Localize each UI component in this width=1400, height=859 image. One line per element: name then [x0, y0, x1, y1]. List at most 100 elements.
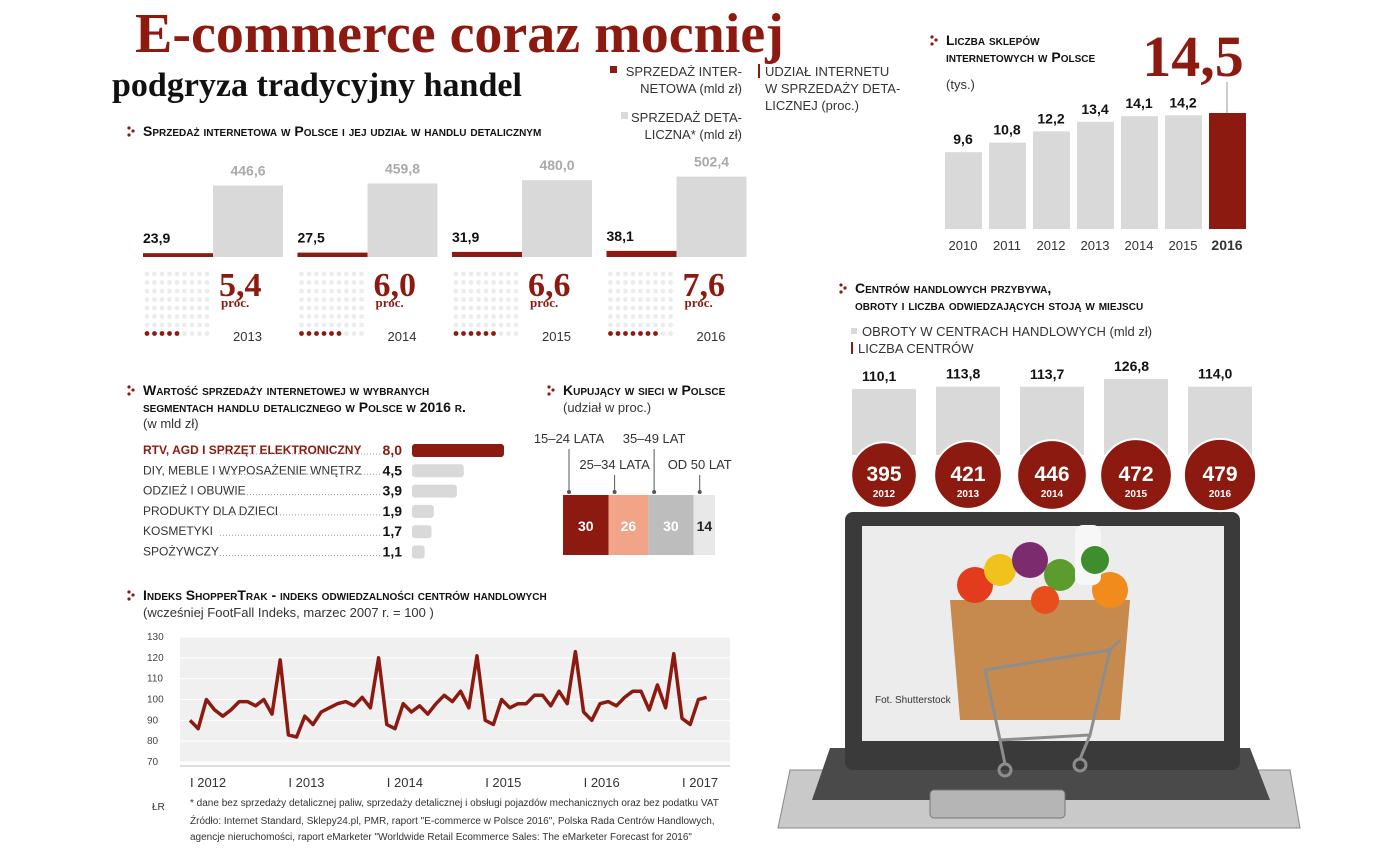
value-label: 126,8 — [1114, 358, 1149, 374]
dot — [182, 280, 187, 285]
dot — [321, 280, 327, 285]
dot — [615, 271, 621, 277]
dot — [453, 305, 459, 311]
dot — [476, 322, 481, 328]
bar — [1209, 113, 1246, 229]
dot — [498, 271, 504, 277]
year-label: 2014 — [1041, 489, 1064, 500]
dot — [174, 322, 180, 328]
dot — [461, 314, 466, 319]
dot — [306, 288, 312, 294]
dot — [468, 271, 474, 277]
section-marker — [127, 597, 131, 601]
dot — [623, 314, 628, 319]
dot — [174, 314, 180, 319]
bar — [412, 525, 432, 539]
bar — [452, 251, 522, 257]
bar — [412, 484, 457, 498]
laptop-illustration — [777, 512, 1301, 829]
section-title: Liczba sklepów internetowych w Polsce — [946, 32, 1095, 65]
bar — [367, 183, 438, 257]
dot — [608, 271, 613, 277]
dot — [336, 314, 342, 319]
line — [188, 649, 708, 739]
dot — [638, 305, 643, 311]
section-title: Wartość sprzedaży internetowej w wybrany… — [143, 382, 466, 415]
section-marker — [839, 290, 843, 294]
dot — [351, 280, 357, 285]
bar — [989, 142, 1026, 229]
dot — [630, 280, 636, 285]
dot — [189, 297, 195, 302]
dot — [513, 280, 519, 285]
dot — [197, 322, 202, 328]
dot — [299, 280, 304, 285]
legend-swatch — [621, 112, 628, 119]
dot — [321, 271, 327, 277]
dot — [645, 314, 651, 319]
dot — [152, 331, 157, 336]
dot — [167, 280, 172, 285]
dot — [513, 305, 519, 311]
bubble — [1016, 439, 1088, 511]
dot — [336, 297, 342, 302]
value-label: 31,9 — [452, 229, 479, 245]
dot — [344, 297, 349, 302]
dot — [483, 314, 489, 319]
dot — [498, 288, 504, 294]
section-marker — [930, 42, 934, 46]
dot — [351, 297, 357, 302]
dot — [506, 297, 511, 302]
section-title: Centrów handlowych przybywa, obroty i lic… — [855, 280, 1143, 313]
dot — [204, 331, 210, 336]
year-label: 2015 — [1125, 489, 1148, 500]
dot — [359, 305, 364, 311]
dot — [189, 280, 195, 285]
x-tick-label: 2010 — [949, 238, 978, 253]
dot — [513, 314, 519, 319]
dot — [506, 305, 511, 311]
dot — [167, 314, 172, 319]
dot — [321, 288, 327, 294]
dot — [197, 305, 202, 311]
dot — [321, 331, 327, 336]
bar — [213, 185, 283, 257]
dot — [653, 331, 658, 336]
dot — [174, 297, 180, 302]
dot-grid — [144, 271, 210, 336]
bubble — [1182, 437, 1258, 513]
dot — [359, 280, 364, 285]
y-tick-label: 70 — [147, 757, 159, 768]
section-marker — [934, 38, 938, 42]
dot — [299, 305, 304, 311]
share-value: 7,6 — [683, 267, 726, 304]
dot — [608, 288, 613, 294]
dot — [306, 280, 312, 285]
category-label: SPOŻYWCZY — [143, 545, 219, 559]
segment-label: 26 — [621, 518, 637, 534]
share-unit: proc. — [221, 295, 249, 310]
legend-label: SPRZEDAŻ DETA-LICZNA* (mld zł) — [631, 110, 742, 142]
year-label: 2016 — [697, 329, 726, 344]
dot — [189, 271, 195, 277]
dot — [476, 280, 481, 285]
dot — [306, 331, 312, 336]
category-label: DIY, MEBLE I WYPOSAŻENIE WNĘTRZ — [143, 463, 361, 477]
dot — [608, 297, 613, 302]
segment — [563, 495, 609, 555]
category-label: ODZIEŻ I OBUWIE — [143, 484, 246, 498]
dot — [476, 288, 481, 294]
x-tick-label: I 2012 — [190, 775, 226, 790]
dot — [314, 331, 319, 336]
dot — [513, 288, 519, 294]
dot — [314, 305, 319, 311]
dot — [159, 322, 165, 328]
x-tick-label: 2011 — [993, 238, 1021, 253]
year-label: 2013 — [957, 489, 980, 500]
dot — [204, 322, 210, 328]
segment-label: 30 — [578, 518, 594, 534]
dot — [668, 280, 673, 285]
dot — [660, 314, 666, 319]
dot — [653, 271, 658, 277]
